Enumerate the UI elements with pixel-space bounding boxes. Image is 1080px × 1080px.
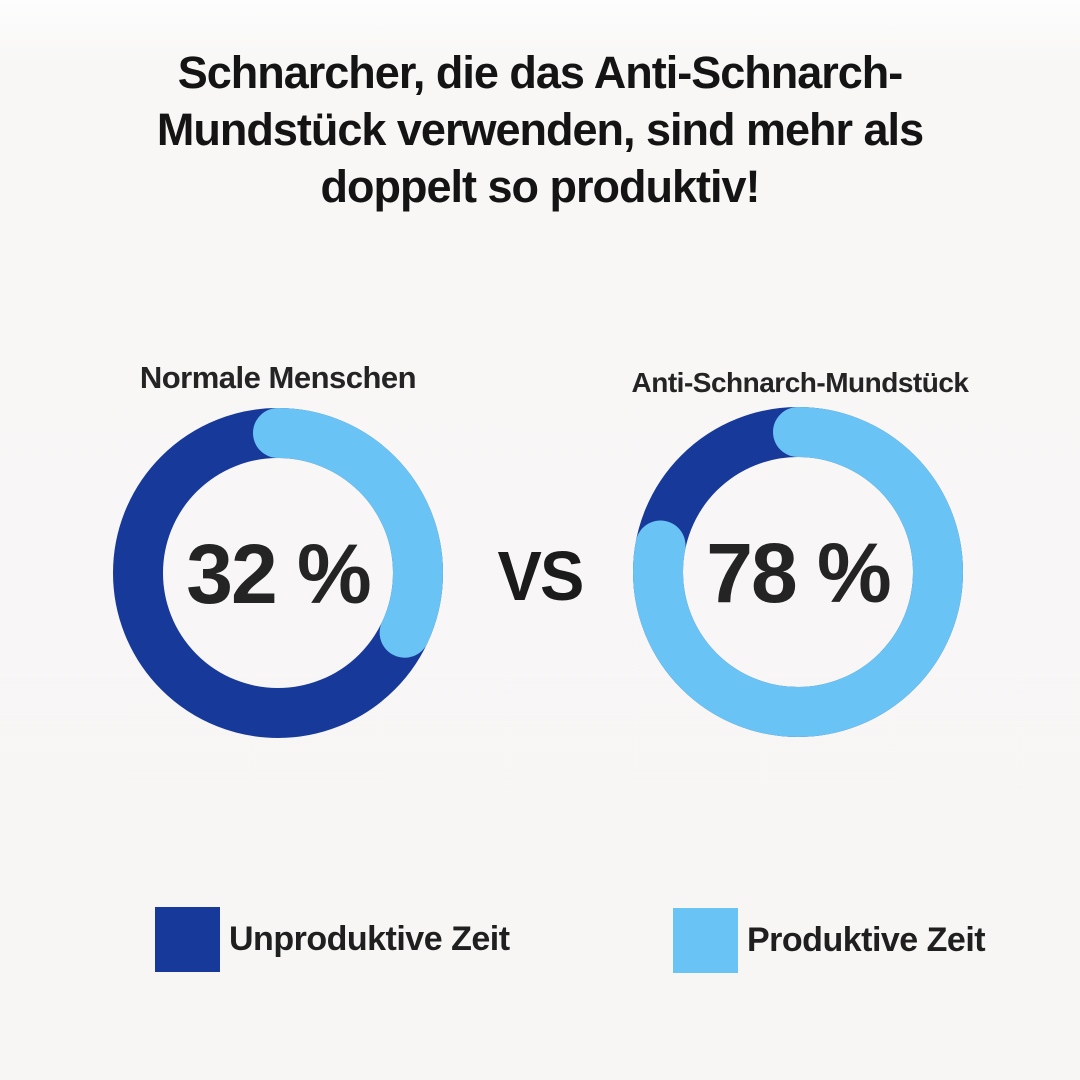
right-donut-percentage: 78 % bbox=[706, 525, 891, 620]
donut-chart-normale-menschen: 32 % bbox=[113, 408, 443, 738]
donut-svg bbox=[633, 407, 963, 737]
legend-label-unproductive: Unproduktive Zeit bbox=[229, 919, 510, 958]
donut-chart-anti-schnarch-mundstueck: 78 % bbox=[633, 407, 963, 737]
title-line-1: Schnarcher, die das Anti-Schnarch- bbox=[177, 47, 904, 98]
title-line-2: Mundstück verwenden, sind mehr als bbox=[156, 104, 924, 155]
legend-item-unproductive: Unproduktive Zeit bbox=[155, 906, 510, 972]
unproductive-color-swatch bbox=[155, 906, 220, 972]
productive-ring-segment bbox=[633, 407, 963, 737]
legend-item-productive: Produktive Zeit bbox=[673, 907, 986, 973]
productive-color-swatch bbox=[673, 907, 738, 973]
left-chart-title: Normale Menschen bbox=[139, 360, 417, 395]
legend-label-productive: Produktive Zeit bbox=[747, 920, 986, 959]
page-title: Schnarcher, die das Anti-Schnarch- Munds… bbox=[0, 44, 1080, 215]
productive-ring-segment bbox=[113, 408, 443, 738]
donut-svg bbox=[113, 408, 443, 738]
left-donut-percentage: 32 % bbox=[186, 526, 371, 621]
right-chart-title: Anti-Schnarch-Mundstück bbox=[631, 367, 969, 398]
vs-separator-label: VS bbox=[497, 537, 585, 615]
title-line-3: doppelt so produktiv! bbox=[320, 161, 761, 212]
